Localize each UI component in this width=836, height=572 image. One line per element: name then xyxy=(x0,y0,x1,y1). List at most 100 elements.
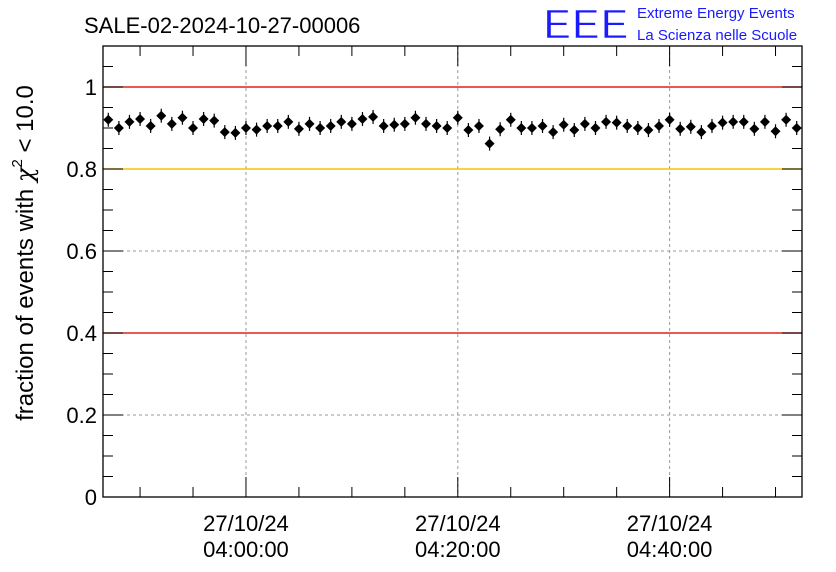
data-point-marker xyxy=(759,116,770,127)
data-point-marker xyxy=(643,125,654,136)
reference-lines xyxy=(103,86,802,334)
data-point xyxy=(103,112,114,127)
data-point-marker xyxy=(262,120,273,131)
data-point-marker xyxy=(251,124,262,135)
data-point-marker xyxy=(526,123,537,133)
data-point xyxy=(505,112,516,127)
data-point-marker xyxy=(601,116,612,127)
data-point xyxy=(781,112,792,127)
data-point xyxy=(484,136,495,151)
data-point xyxy=(293,121,304,136)
x-tick-label-date: 27/10/24 xyxy=(415,511,501,536)
eee-logo: EEE Extreme Energy Events La Scienza nel… xyxy=(542,0,797,50)
y-tick-label: 0.2 xyxy=(66,403,97,428)
data-point xyxy=(315,121,326,135)
data-point xyxy=(357,111,368,126)
data-point-marker xyxy=(198,113,209,124)
data-point-marker xyxy=(611,117,622,128)
data-point-marker xyxy=(378,120,389,131)
data-point xyxy=(198,111,209,126)
x-tick-label-time: 04:00:00 xyxy=(203,537,289,562)
data-point-marker xyxy=(346,118,357,129)
data-point xyxy=(463,123,474,138)
data-point-marker xyxy=(209,115,220,126)
data-point-marker xyxy=(325,120,336,131)
data-point xyxy=(378,118,389,133)
data-point-marker xyxy=(579,118,590,129)
y-tick-label: 0.6 xyxy=(66,239,97,264)
data-point-marker xyxy=(696,127,707,138)
data-point-marker xyxy=(770,126,781,137)
data-point xyxy=(791,121,802,135)
data-point-marker xyxy=(410,112,421,123)
data-point-marker xyxy=(135,113,146,124)
data-point xyxy=(717,115,728,130)
data-point-marker xyxy=(675,123,686,134)
data-point xyxy=(336,114,347,129)
y-tick-label: 0.8 xyxy=(66,157,97,182)
logo-line-2: La Scienza nelle Scuole xyxy=(637,27,797,44)
data-point-marker xyxy=(240,123,251,133)
data-point-marker xyxy=(569,125,580,136)
data-point-marker xyxy=(781,114,792,125)
data-point xyxy=(590,121,601,135)
data-point-marker xyxy=(230,127,241,138)
data-point xyxy=(145,118,156,133)
data-point-marker xyxy=(484,138,495,149)
data-point xyxy=(685,119,696,134)
data-point-marker xyxy=(113,123,124,133)
data-point xyxy=(410,110,421,125)
y-axis-label: fraction of events with χ2 < 10.0 xyxy=(9,85,39,421)
data-point-marker xyxy=(749,123,760,134)
data-point-marker xyxy=(791,123,802,133)
y-axis-label-main: fraction of events with xyxy=(12,182,39,421)
y-axis-label-exponent: 2 xyxy=(9,159,26,167)
data-point xyxy=(240,121,251,135)
y-tick-label: 0.4 xyxy=(66,321,97,346)
x-tick-labels: 27/10/2404:00:0027/10/2404:20:0027/10/24… xyxy=(203,511,712,562)
data-point xyxy=(442,121,453,135)
data-point-marker xyxy=(452,112,463,123)
data-points xyxy=(103,108,802,151)
data-point xyxy=(675,121,686,136)
data-point xyxy=(452,110,463,125)
y-tick-label: 0 xyxy=(85,485,97,510)
data-point xyxy=(262,118,273,133)
data-point-marker xyxy=(664,114,675,125)
data-point-marker xyxy=(738,116,749,127)
data-point xyxy=(188,121,199,135)
data-point-marker xyxy=(399,118,410,129)
data-point-marker xyxy=(357,113,368,124)
data-point xyxy=(537,118,548,133)
x-tick-label-time: 04:20:00 xyxy=(415,537,501,562)
data-point-marker xyxy=(283,116,294,127)
data-point xyxy=(738,114,749,129)
data-point xyxy=(696,125,707,140)
data-point-marker xyxy=(516,123,527,133)
data-point xyxy=(770,124,781,139)
data-point xyxy=(177,110,188,125)
data-point xyxy=(526,121,537,135)
data-point-marker xyxy=(177,112,188,123)
data-point-marker xyxy=(728,116,739,127)
data-point xyxy=(495,122,506,137)
data-point-marker xyxy=(145,120,156,131)
data-point xyxy=(283,114,294,129)
data-point xyxy=(431,118,442,133)
data-point-marker xyxy=(717,117,728,128)
data-point xyxy=(325,118,336,133)
data-point xyxy=(569,123,580,138)
data-point-marker xyxy=(685,121,696,132)
data-point xyxy=(579,116,590,131)
data-point xyxy=(421,116,432,131)
x-tick-label-time: 04:40:00 xyxy=(627,537,713,562)
data-point-marker xyxy=(156,110,167,121)
x-tick-label-date: 27/10/24 xyxy=(627,511,713,536)
data-point-marker xyxy=(315,123,326,133)
data-point xyxy=(209,113,220,128)
data-point-marker xyxy=(590,123,601,133)
data-point-marker xyxy=(495,124,506,135)
data-point xyxy=(156,108,167,123)
